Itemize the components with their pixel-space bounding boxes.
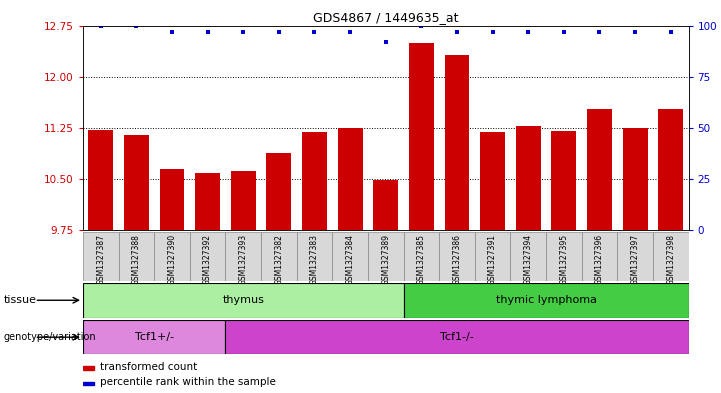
Bar <box>404 232 439 281</box>
Point <box>273 29 285 35</box>
Point <box>593 29 605 35</box>
Bar <box>83 366 94 370</box>
Text: Tcf1-/-: Tcf1-/- <box>440 332 474 342</box>
Text: transformed count: transformed count <box>99 362 197 372</box>
Bar <box>480 132 505 230</box>
Bar <box>266 153 291 230</box>
Text: percentile rank within the sample: percentile rank within the sample <box>99 377 275 387</box>
Text: thymus: thymus <box>222 295 264 305</box>
Bar <box>124 135 149 230</box>
Point <box>131 22 142 29</box>
Bar <box>623 128 647 230</box>
Text: tissue: tissue <box>4 295 37 305</box>
Bar <box>404 283 689 318</box>
Bar <box>439 232 475 281</box>
Title: GDS4867 / 1449635_at: GDS4867 / 1449635_at <box>313 11 459 24</box>
Bar <box>368 232 404 281</box>
Text: GSM1327383: GSM1327383 <box>310 234 319 285</box>
Text: GSM1327385: GSM1327385 <box>417 234 426 285</box>
Point <box>345 29 356 35</box>
Bar <box>154 232 190 281</box>
Bar <box>658 109 684 230</box>
Bar <box>296 232 332 281</box>
Point <box>380 39 392 45</box>
Point <box>487 29 498 35</box>
Text: GSM1327391: GSM1327391 <box>488 234 497 285</box>
Bar <box>587 109 612 230</box>
Point <box>95 22 107 29</box>
Bar <box>546 232 582 281</box>
Text: GSM1327384: GSM1327384 <box>345 234 355 285</box>
Text: thymic lymphoma: thymic lymphoma <box>495 295 596 305</box>
Text: GSM1327390: GSM1327390 <box>167 234 177 285</box>
Bar <box>445 55 469 230</box>
Text: GSM1327396: GSM1327396 <box>595 234 604 285</box>
Text: GSM1327382: GSM1327382 <box>275 234 283 285</box>
Point <box>558 29 570 35</box>
Bar <box>195 173 220 230</box>
Text: GSM1327388: GSM1327388 <box>132 234 141 285</box>
Bar <box>582 232 617 281</box>
Bar <box>226 320 689 354</box>
Bar <box>231 171 256 230</box>
Text: GSM1327389: GSM1327389 <box>381 234 390 285</box>
Bar <box>83 382 94 385</box>
Point <box>523 29 534 35</box>
Bar <box>190 232 226 281</box>
Bar <box>552 131 576 230</box>
Bar <box>83 283 404 318</box>
Text: GSM1327393: GSM1327393 <box>239 234 248 285</box>
Bar <box>337 129 363 230</box>
Point <box>237 29 249 35</box>
Bar <box>118 232 154 281</box>
Bar <box>83 232 118 281</box>
Text: Tcf1+/-: Tcf1+/- <box>135 332 174 342</box>
Bar <box>516 126 541 230</box>
Text: GSM1327387: GSM1327387 <box>96 234 105 285</box>
Bar <box>475 232 510 281</box>
Bar <box>510 232 546 281</box>
Text: GSM1327397: GSM1327397 <box>631 234 640 285</box>
Bar <box>83 320 226 354</box>
Point <box>309 29 320 35</box>
Point <box>167 29 178 35</box>
Text: GSM1327394: GSM1327394 <box>523 234 533 285</box>
Text: genotype/variation: genotype/variation <box>4 332 96 342</box>
Text: GSM1327392: GSM1327392 <box>203 234 212 285</box>
Text: GSM1327386: GSM1327386 <box>453 234 461 285</box>
Text: GSM1327398: GSM1327398 <box>666 234 676 285</box>
Point <box>629 29 641 35</box>
Bar <box>409 42 434 230</box>
Bar <box>302 132 327 230</box>
Point <box>451 29 463 35</box>
Bar <box>617 232 653 281</box>
Point <box>665 29 676 35</box>
Point <box>415 22 427 29</box>
Text: GSM1327395: GSM1327395 <box>559 234 568 285</box>
Bar <box>373 180 398 230</box>
Bar <box>226 232 261 281</box>
Point <box>202 29 213 35</box>
Bar <box>261 232 296 281</box>
Bar <box>653 232 689 281</box>
Bar <box>88 130 113 230</box>
Bar <box>159 169 185 230</box>
Bar <box>332 232 368 281</box>
